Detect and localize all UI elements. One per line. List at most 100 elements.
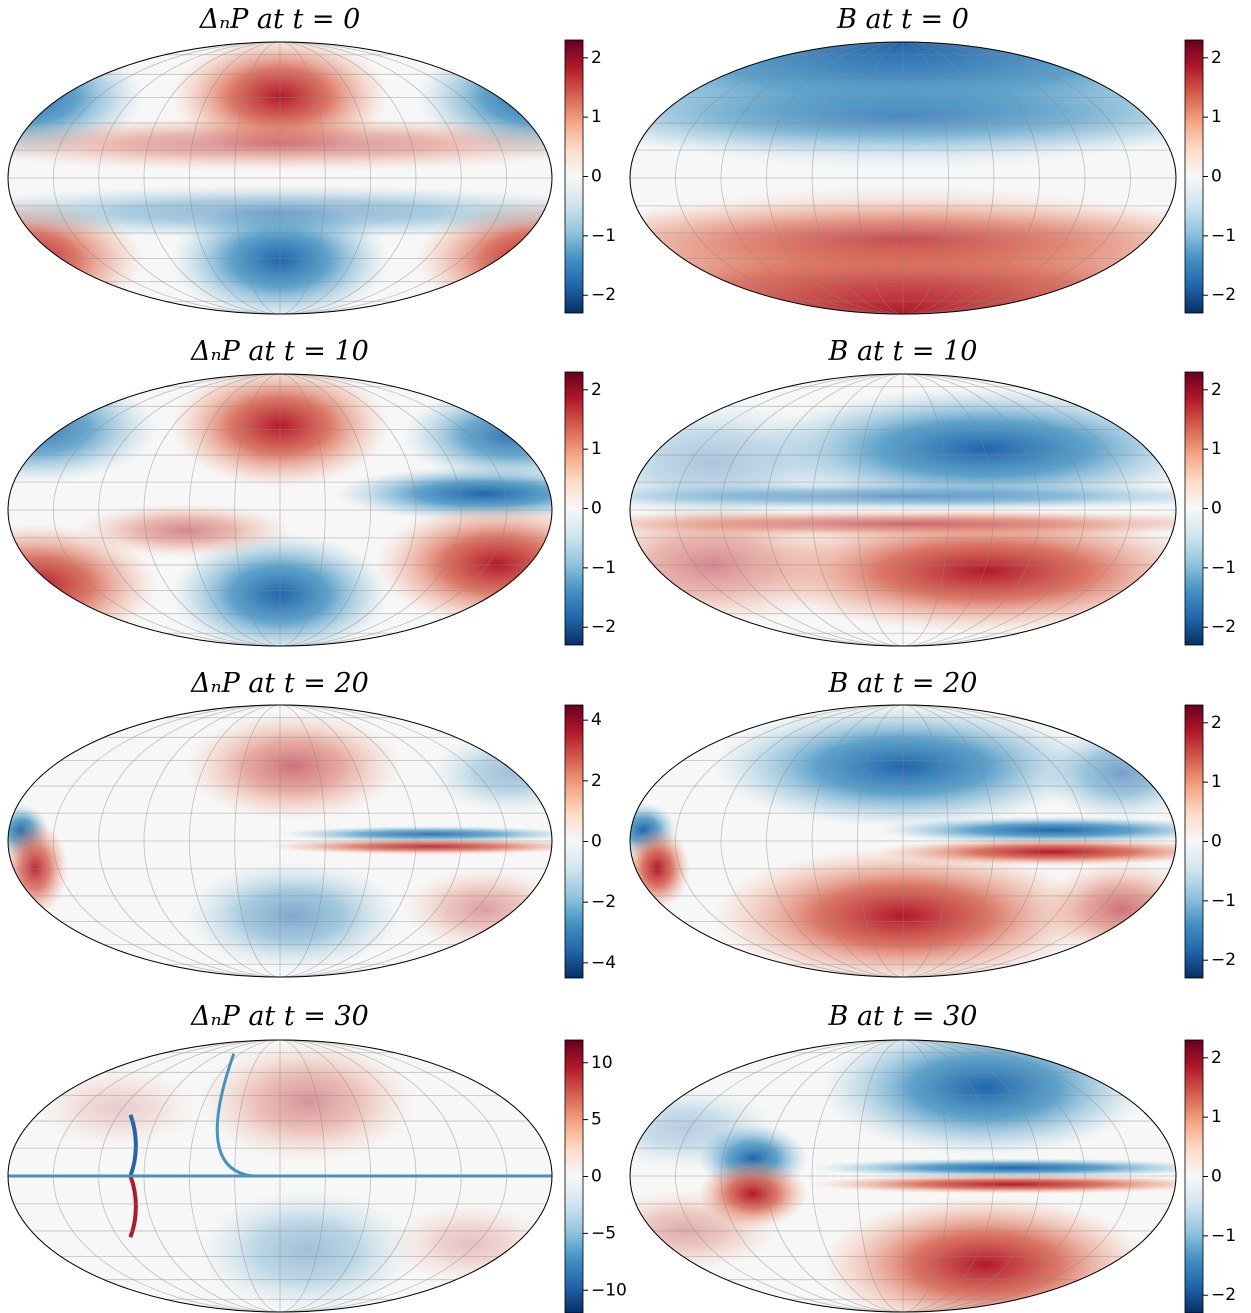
colorbar-tick-label: −1 <box>591 558 616 578</box>
colorbar-tick-label: 2 <box>1211 713 1222 733</box>
panel-title: ΔₙP at t = 30 <box>190 1001 369 1032</box>
colorbar-tick-label: −1 <box>1211 1226 1236 1246</box>
colorbar-tick-label: 1 <box>1211 1107 1222 1127</box>
colorbar-tick-label: −2 <box>1211 617 1236 637</box>
field-blob <box>752 510 1176 633</box>
colorbar-tick-label: −2 <box>1211 950 1236 970</box>
map-outline <box>7 373 553 647</box>
colorbar-tick-label: 2 <box>591 48 602 68</box>
panel-title: ΔₙP at t = 0 <box>199 4 361 35</box>
colorbar-tick-label: 5 <box>591 1110 602 1130</box>
colorbar-tick-label: −1 <box>1211 558 1236 578</box>
colorbar <box>1184 39 1204 314</box>
field-blob <box>266 838 552 855</box>
colorbar-tick-label: 0 <box>1211 1167 1222 1187</box>
ring <box>128 1114 138 1177</box>
colorbar-tick-label: −2 <box>591 617 616 637</box>
map-panel <box>629 41 1177 315</box>
field-blob <box>198 1040 416 1163</box>
field-blob <box>429 732 552 814</box>
colorbar-tick-label: 0 <box>591 499 602 519</box>
colorbar-tick-label: 0 <box>1211 832 1222 852</box>
field-blob <box>375 503 552 626</box>
colorbar-tick-label: 0 <box>1211 167 1222 187</box>
field-blob <box>630 198 1176 280</box>
colorbar-tick-label: 1 <box>1211 107 1222 127</box>
map-panel <box>7 704 553 978</box>
map-outline <box>7 704 553 978</box>
colorbar <box>564 1039 584 1313</box>
colorbar-tick-label: 1 <box>591 439 602 459</box>
map-outline <box>629 373 1177 647</box>
field-blob <box>630 76 1176 158</box>
panel-title: ΔₙP at t = 20 <box>190 668 369 699</box>
colorbar <box>1184 704 1204 979</box>
colorbar <box>564 39 584 314</box>
field-blob <box>402 387 552 483</box>
colorbar-tick-label: −2 <box>591 285 616 305</box>
field-blob <box>35 1067 199 1149</box>
map-panel <box>629 1039 1177 1313</box>
map-outline <box>629 41 1177 315</box>
colorbar <box>564 371 584 646</box>
field-blob <box>1039 725 1176 821</box>
field-blob <box>630 1087 781 1170</box>
field-blob <box>76 503 294 558</box>
map-panel <box>629 373 1177 647</box>
field-blob <box>821 1040 1149 1156</box>
colorbar-tick-label: −1 <box>1211 226 1236 246</box>
colorbar-tick-label: 0 <box>1211 499 1222 519</box>
map-outline <box>7 1039 553 1313</box>
colorbar-tick-label: 2 <box>1211 48 1222 68</box>
panel-title: B at t = 20 <box>828 668 978 699</box>
colorbar-tick-label: −10 <box>591 1280 627 1300</box>
panel-title: B at t = 10 <box>828 336 978 367</box>
field-blob <box>630 1189 781 1272</box>
colorbar-tick-label: −2 <box>1211 1285 1236 1305</box>
colorbar <box>564 704 584 979</box>
colorbar-tick-label: 2 <box>591 771 602 791</box>
field-blob <box>334 466 552 521</box>
map-panel <box>7 41 553 315</box>
panel-title: ΔₙP at t = 10 <box>190 336 369 367</box>
colorbar-tick-label: 0 <box>591 832 602 852</box>
colorbar-tick-label: −4 <box>591 953 616 973</box>
colorbar-tick-label: 10 <box>591 1053 613 1073</box>
colorbar-tick-label: 1 <box>1211 772 1222 792</box>
colorbar-tick-label: −1 <box>591 226 616 246</box>
field-blob <box>807 1174 1176 1194</box>
map-outline <box>629 704 1177 978</box>
field-blob <box>875 838 1176 866</box>
panel-title: B at t = 30 <box>828 1001 978 1032</box>
map-outline <box>629 1039 1177 1313</box>
ring <box>215 1053 253 1178</box>
panel-title: B at t = 0 <box>836 4 969 35</box>
field-blob <box>388 1203 552 1285</box>
ring <box>128 1175 138 1238</box>
field-blob <box>752 387 1176 510</box>
field-blob <box>875 816 1176 844</box>
field-blob <box>184 711 403 821</box>
colorbar-tick-label: 2 <box>591 380 602 400</box>
field-blob <box>402 868 552 950</box>
colorbar <box>1184 371 1204 646</box>
colorbar-tick-label: 2 <box>1211 1048 1222 1068</box>
colorbar-tick-label: −1 <box>1211 891 1236 911</box>
colorbar <box>1184 1039 1204 1313</box>
map-outline <box>7 41 553 315</box>
map-panel <box>629 704 1177 978</box>
colorbar-tick-label: −2 <box>1211 285 1236 305</box>
colorbar-tick-label: 0 <box>591 1167 602 1187</box>
field-blob <box>280 826 552 843</box>
map-panel <box>7 1039 553 1313</box>
colorbar-tick-label: −2 <box>591 892 616 912</box>
field-blob <box>1039 861 1176 957</box>
map-panel <box>7 373 553 647</box>
map-field <box>630 705 1176 977</box>
colorbar-tick-label: 4 <box>591 710 602 730</box>
field-blob <box>184 861 403 971</box>
colorbar-tick-label: 1 <box>591 107 602 127</box>
field-blob <box>807 1158 1176 1178</box>
colorbar-tick-label: 1 <box>1211 439 1222 459</box>
